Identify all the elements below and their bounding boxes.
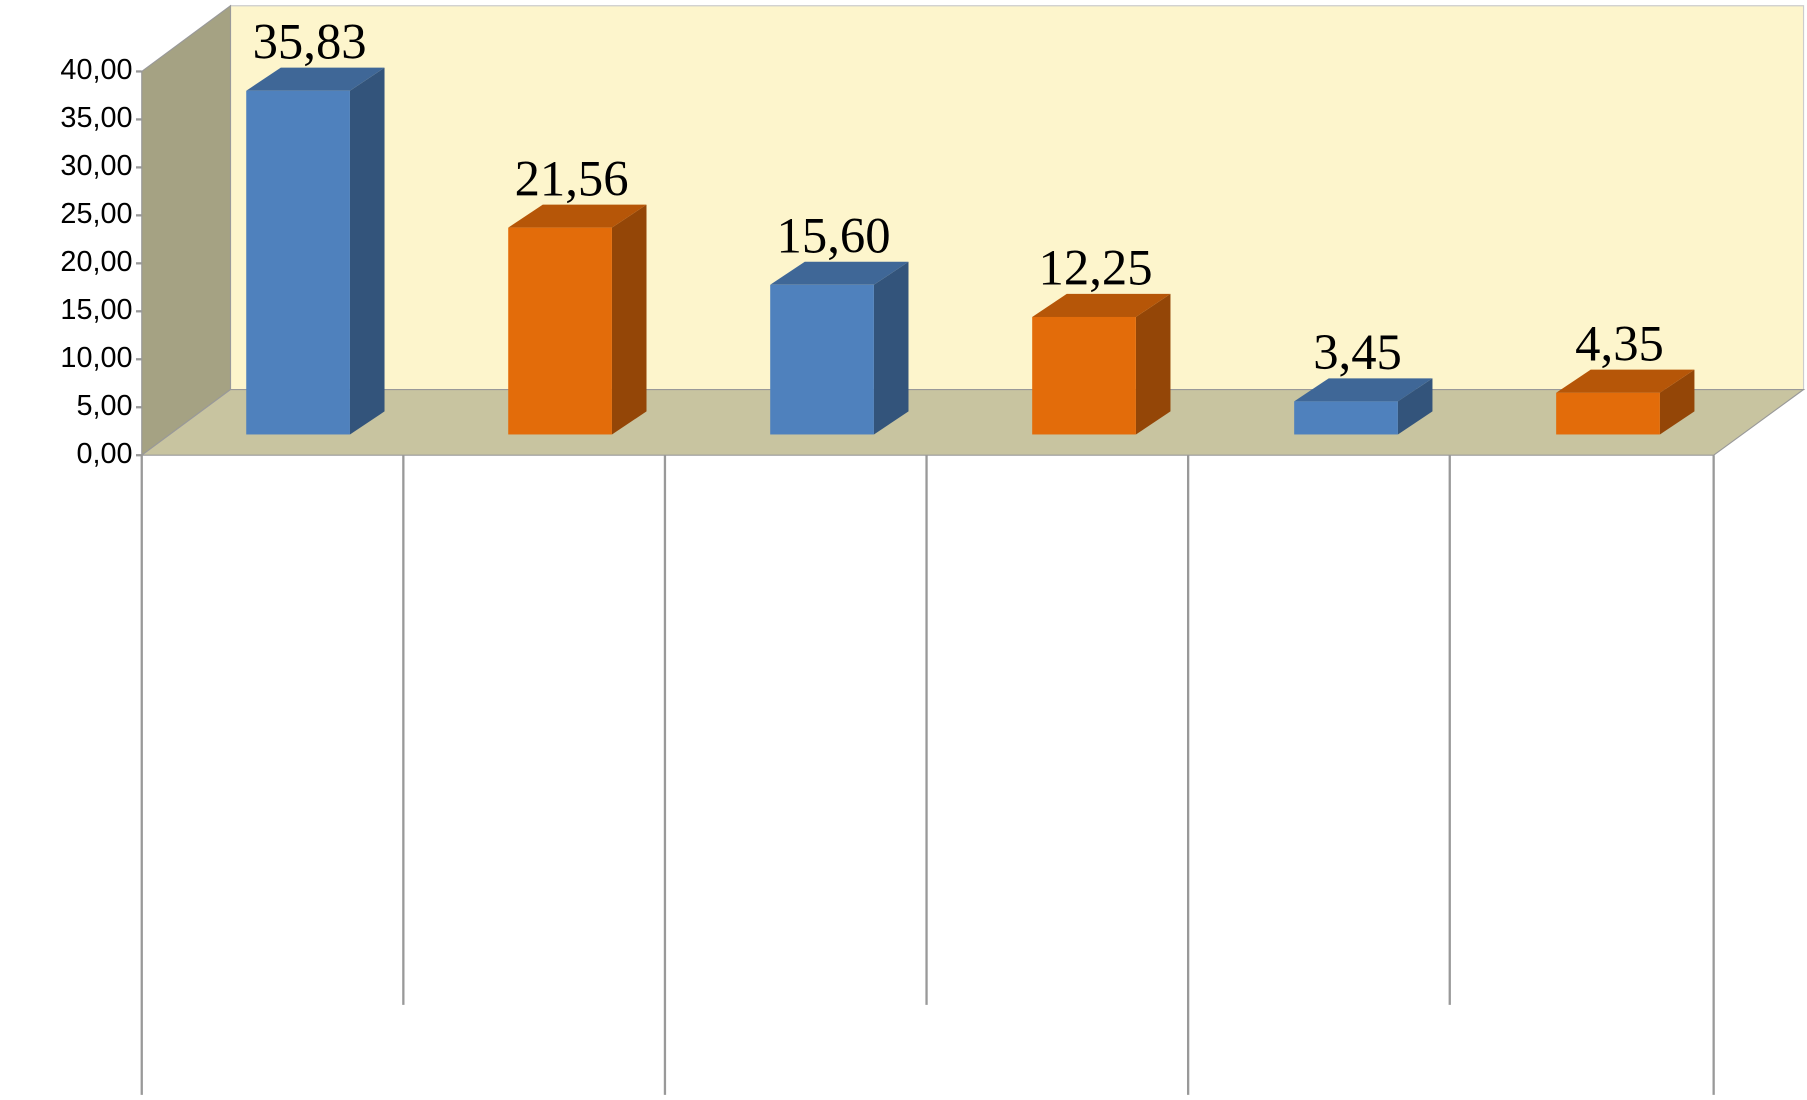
value-label: 35,83 bbox=[253, 13, 367, 69]
bar bbox=[508, 227, 612, 435]
y-tick-label: 30,00 bbox=[60, 150, 132, 182]
bar-top bbox=[1556, 369, 1695, 393]
y-tick-label: 10,00 bbox=[60, 342, 132, 374]
bar-side bbox=[873, 261, 909, 435]
bar-top bbox=[1294, 378, 1433, 402]
value-label: 4,35 bbox=[1575, 315, 1664, 371]
bar-top bbox=[770, 261, 909, 285]
value-label: 12,25 bbox=[1039, 240, 1153, 296]
bar-side bbox=[1659, 369, 1695, 435]
bar-side bbox=[1397, 378, 1433, 435]
bar-side bbox=[611, 204, 647, 435]
value-label: 21,56 bbox=[515, 150, 629, 206]
bar-top bbox=[508, 204, 647, 228]
y-tick-label: 0,00 bbox=[76, 438, 132, 470]
y-tick-label: 5,00 bbox=[76, 390, 132, 422]
y-tick-label: 35,00 bbox=[60, 102, 132, 134]
bar bbox=[1032, 316, 1136, 435]
y-tick-label: 25,00 bbox=[60, 198, 132, 230]
bar bbox=[1294, 401, 1398, 435]
bar bbox=[246, 90, 350, 435]
bar bbox=[770, 284, 874, 435]
y-tick-label: 15,00 bbox=[60, 294, 132, 326]
bar-side bbox=[1135, 293, 1171, 435]
y-tick-label: 40,00 bbox=[60, 54, 132, 86]
value-label: 15,60 bbox=[777, 208, 891, 264]
floor bbox=[140, 388, 1806, 456]
back-wall bbox=[229, 5, 1805, 391]
y-tick-label: 20,00 bbox=[60, 246, 132, 278]
bar-side bbox=[349, 67, 385, 435]
bar-top bbox=[1032, 293, 1171, 317]
bar-top bbox=[246, 67, 385, 91]
side-wall bbox=[141, 4, 232, 457]
value-label: 3,45 bbox=[1313, 324, 1402, 380]
bar bbox=[1556, 392, 1660, 435]
category-separators bbox=[140, 455, 1715, 1095]
